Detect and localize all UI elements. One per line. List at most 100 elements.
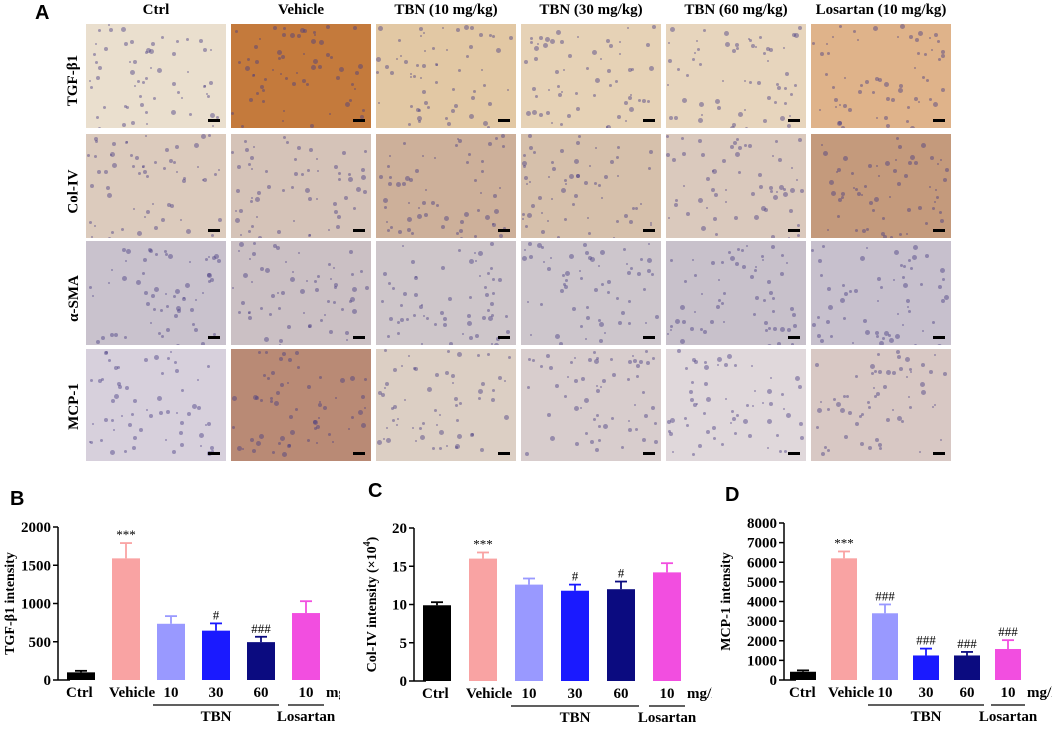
nucleus-dot: [875, 331, 879, 335]
nucleus-dot: [466, 55, 469, 58]
nucleus-dot: [753, 313, 756, 316]
nucleus-dot: [712, 169, 717, 174]
nucleus-dot: [749, 81, 752, 84]
nucleus-dot: [683, 185, 685, 187]
nucleus-dot: [289, 415, 293, 419]
nucleus-dot: [117, 366, 120, 369]
nucleus-dot: [522, 213, 525, 216]
nucleus-dot: [309, 234, 311, 236]
nucleus-dot: [327, 300, 330, 303]
nucleus-dot: [826, 320, 830, 324]
nucleus-dot: [492, 35, 495, 38]
nucleus-dot: [767, 96, 771, 100]
nucleus-dot: [524, 60, 528, 64]
nucleus-dot: [122, 276, 127, 281]
nucleus-dot: [456, 419, 459, 422]
nucleus-dot: [680, 305, 685, 310]
nucleus-dot: [871, 372, 874, 375]
nucleus-dot: [385, 65, 389, 69]
significance-marker: #: [618, 566, 625, 581]
nucleus-dot: [180, 421, 184, 425]
nucleus-dot: [773, 195, 778, 200]
nucleus-dot: [861, 413, 864, 416]
nucleus-dot: [555, 384, 559, 388]
nucleus-dot: [502, 145, 505, 148]
nucleus-dot: [267, 377, 270, 380]
nucleus-dot: [95, 43, 97, 45]
nucleus-dot: [682, 98, 687, 103]
nucleus-dot: [857, 39, 859, 41]
nucleus-dot: [124, 450, 127, 453]
micrograph-a-sma-tbn-60: [666, 241, 806, 345]
nucleus-dot: [754, 390, 756, 392]
nucleus-dot: [581, 377, 585, 381]
nucleus-dot: [645, 350, 648, 353]
nucleus-dot: [413, 367, 416, 370]
nucleus-dot: [738, 146, 742, 150]
row-label-mcp-1: MCP-1: [65, 382, 82, 430]
nucleus-dot: [306, 83, 309, 86]
nucleus-dot: [893, 169, 897, 173]
nucleus-dot: [390, 226, 393, 229]
nucleus-dot: [855, 188, 858, 191]
nucleus-dot: [279, 357, 283, 361]
scale-bar: [788, 229, 800, 232]
nucleus-dot: [650, 222, 652, 224]
nucleus-dot: [602, 379, 606, 383]
nucleus-dot: [142, 81, 145, 84]
nucleus-dot: [628, 360, 632, 364]
nucleus-dot: [207, 422, 211, 426]
nucleus-dot: [376, 71, 379, 74]
nucleus-dot: [150, 67, 152, 69]
nucleus-dot: [578, 135, 581, 138]
nucleus-dot: [769, 48, 773, 52]
nucleus-dot: [131, 121, 135, 125]
nucleus-dot: [603, 424, 608, 429]
nucleus-dot: [670, 418, 675, 423]
nucleus-dot: [838, 198, 842, 202]
nucleus-dot: [114, 333, 118, 337]
micrograph-mcp-1-losartan: [811, 349, 951, 461]
nucleus-dot: [548, 176, 550, 178]
nucleus-dot: [415, 440, 417, 442]
nucleus-dot: [827, 449, 830, 452]
nucleus-dot: [260, 267, 264, 271]
x-tick-label: Vehicle: [466, 686, 512, 702]
nucleus-dot: [613, 237, 615, 238]
row-header-a-sma: α-SMA: [62, 248, 86, 348]
nucleus-dot: [816, 426, 819, 429]
nucleus-dot: [349, 99, 352, 102]
nucleus-dot: [639, 360, 643, 364]
nucleus-dot: [389, 317, 393, 321]
scale-bar: [933, 336, 945, 339]
nucleus-dot: [751, 365, 753, 367]
nucleus-dot: [469, 259, 474, 264]
nucleus-dot: [282, 352, 286, 356]
nucleus-dot: [418, 120, 421, 123]
nucleus-dot: [783, 188, 786, 191]
nucleus-dot: [194, 328, 198, 332]
nucleus-dot: [251, 225, 254, 228]
nucleus-dot: [800, 436, 804, 440]
nucleus-dot: [173, 161, 176, 164]
nucleus-dot: [153, 308, 156, 311]
nucleus-dot: [256, 441, 261, 446]
nucleus-dot: [358, 64, 363, 69]
nucleus-dot: [378, 26, 383, 31]
nucleus-dot: [187, 71, 189, 73]
nucleus-dot: [200, 445, 202, 447]
nucleus-dot: [316, 442, 318, 444]
nucleus-dot: [784, 87, 787, 90]
nucleus-dot: [574, 406, 579, 411]
nucleus-dot: [478, 251, 483, 256]
nucleus-dot: [868, 406, 871, 409]
nucleus-dot: [207, 365, 210, 368]
nucleus-dot: [112, 142, 116, 146]
nucleus-dot: [270, 397, 273, 400]
nucleus-dot: [598, 439, 601, 442]
nucleus-dot: [455, 404, 458, 407]
nucleus-dot: [110, 333, 114, 337]
nucleus-dot: [692, 453, 695, 456]
nucleus-dot: [930, 156, 934, 160]
nucleus-dot: [724, 31, 729, 36]
